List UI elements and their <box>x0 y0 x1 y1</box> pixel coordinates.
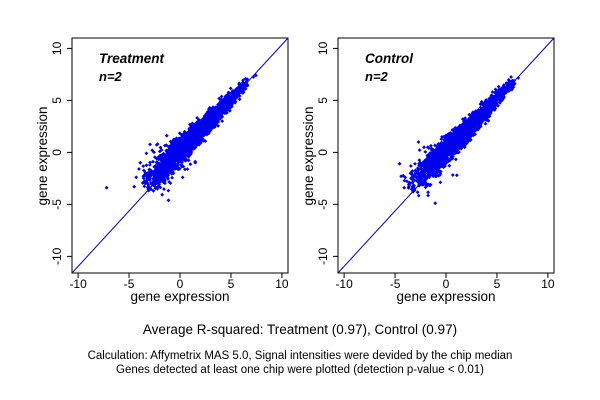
x-axis-label: gene expression <box>396 289 495 304</box>
x-axis-label: gene expression <box>130 289 229 304</box>
y-tick-label: -10 <box>50 247 64 265</box>
plots-canvas: -10 -5 0 5 10 -10 -5 0 5 10 Treatment n=2 gene e… <box>35 37 555 304</box>
y-tick-label: 0 <box>50 149 64 156</box>
y-ticks-group: -10 -5 0 5 10 <box>50 41 72 265</box>
x-tick-label: 10 <box>541 277 555 291</box>
y-axis-label: gene expression <box>35 106 50 205</box>
y-tick-label: 5 <box>50 97 64 104</box>
y-axis-label: gene expression <box>301 106 316 205</box>
n-label: n=2 <box>99 69 123 84</box>
x-tick-label: 10 <box>275 277 289 291</box>
panel-title: Control <box>365 51 413 66</box>
x-tick-label: -5 <box>124 277 135 291</box>
y-tick-label: 10 <box>316 41 330 55</box>
x-ticks-group: -10 -5 0 5 10 <box>69 273 289 291</box>
x-ticks-group: -10 -5 0 5 10 <box>335 273 555 291</box>
caption-calculation: Calculation: Affymetrix MAS 5.0, Signal … <box>87 350 513 362</box>
caption-rsquared: Average R-squared: Treatment (0.97), Con… <box>142 322 458 337</box>
y-tick-label: -5 <box>50 199 64 210</box>
y-tick-label: -10 <box>316 247 330 265</box>
x-tick-label: -5 <box>390 277 401 291</box>
x-tick-label: 5 <box>228 277 235 291</box>
panel-control: -10 -5 0 5 10 -10 -5 0 5 10 Control n=2 gene exp… <box>301 37 555 304</box>
x-tick-label: 0 <box>443 277 450 291</box>
panel-title: Treatment <box>99 51 165 66</box>
x-tick-label: -10 <box>69 277 87 291</box>
scatter-points <box>397 75 521 206</box>
y-tick-label: 0 <box>316 149 330 156</box>
panel-treatment: -10 -5 0 5 10 -10 -5 0 5 10 Treatment n=2 gene e… <box>35 37 289 304</box>
y-tick-label: 10 <box>50 41 64 55</box>
y-tick-label: 5 <box>316 97 330 104</box>
y-ticks-group: -10 -5 0 5 10 <box>316 41 338 265</box>
x-tick-label: 5 <box>494 277 501 291</box>
scatter-path <box>104 73 258 203</box>
y-tick-label: -5 <box>316 199 330 210</box>
n-label: n=2 <box>365 69 389 84</box>
x-tick-label: 0 <box>177 277 184 291</box>
x-tick-label: -10 <box>335 277 353 291</box>
scatter-points <box>104 73 258 203</box>
scatter-path <box>397 75 521 206</box>
caption-detection: Genes detected at least one chip were pl… <box>116 364 484 376</box>
